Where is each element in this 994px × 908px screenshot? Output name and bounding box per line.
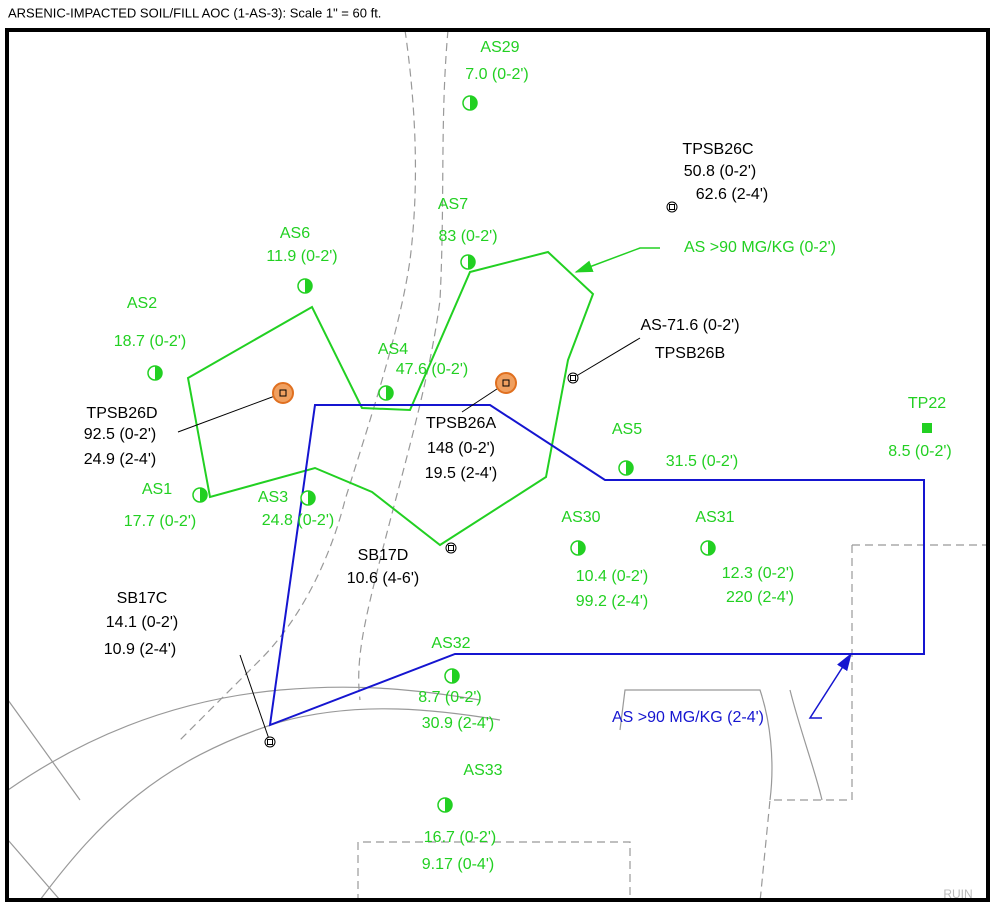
label: AS31 <box>695 509 734 526</box>
label: AS2 <box>127 295 157 312</box>
label: 12.3 (0-2') <box>722 565 794 582</box>
label: 31.5 (0-2') <box>666 453 738 470</box>
label: 24.9 (2-4') <box>84 451 156 468</box>
label: AS >90 MG/KG (0-2') <box>684 239 836 256</box>
label: TPSB26D <box>86 405 157 422</box>
label: AS29 <box>480 39 519 56</box>
label: AS3 <box>258 489 288 506</box>
symbols <box>147 95 932 813</box>
leader <box>808 652 852 719</box>
label: 8.5 (0-2') <box>888 443 952 460</box>
label: AS32 <box>431 635 470 652</box>
label: TPSB26B <box>655 345 725 362</box>
labels: AS29 7.0 (0-2') TPSB26C 50.8 (0-2') 62.6 (2… <box>84 39 973 901</box>
label: TPSB26C <box>682 141 753 158</box>
leader <box>574 247 660 273</box>
label: SB17C <box>117 590 168 607</box>
label: 16.7 (0-2') <box>424 829 496 846</box>
label: 18.7 (0-2') <box>114 333 186 350</box>
label: SB17D <box>358 547 409 564</box>
label: AS4 <box>378 341 408 358</box>
label: AS33 <box>463 762 502 779</box>
label: 19.5 (2-4') <box>425 465 497 482</box>
label: RUIN <box>943 887 972 901</box>
label: 24.8 (0-2') <box>262 512 334 529</box>
label: 10.4 (0-2') <box>576 568 648 585</box>
frame <box>5 28 990 902</box>
label: TP22 <box>908 395 946 412</box>
label: AS6 <box>280 225 310 242</box>
boundary-shallow <box>186 250 595 547</box>
map-title: ARSENIC-IMPACTED SOIL/FILL AOC (1-AS-3):… <box>8 5 381 20</box>
label: 148 (0-2') <box>427 440 495 457</box>
label: 7.0 (0-2') <box>465 66 529 83</box>
label: 10.9 (2-4') <box>104 641 176 658</box>
label: 62.6 (2-4') <box>696 186 768 203</box>
label: 92.5 (0-2') <box>84 426 156 443</box>
label: AS1 <box>142 481 172 498</box>
label: 83 (0-2') <box>438 228 497 245</box>
label: 30.9 (2-4') <box>422 715 494 732</box>
label: 47.6 (0-2') <box>396 361 468 378</box>
label: 10.6 (4-6') <box>347 570 419 587</box>
label: AS-71.6 (0-2') <box>640 317 739 334</box>
label: 99.2 (2-4') <box>576 593 648 610</box>
label: 8.7 (0-2') <box>418 689 482 706</box>
label: AS7 <box>438 196 468 213</box>
label: AS30 <box>561 509 600 526</box>
label: 220 (2-4') <box>726 589 794 606</box>
boundary-deep <box>268 404 925 727</box>
label: TPSB26A <box>426 415 497 432</box>
label: 50.8 (0-2') <box>684 163 756 180</box>
label: 14.1 (0-2') <box>106 614 178 631</box>
base-features <box>7 29 988 903</box>
label: 17.7 (0-2') <box>124 513 196 530</box>
label: 11.9 (0-2') <box>266 248 337 265</box>
label: AS5 <box>612 421 642 438</box>
leaders <box>177 337 641 743</box>
label: 9.17 (0-4') <box>422 856 494 873</box>
label: AS >90 MG/KG (2-4') <box>612 709 764 726</box>
